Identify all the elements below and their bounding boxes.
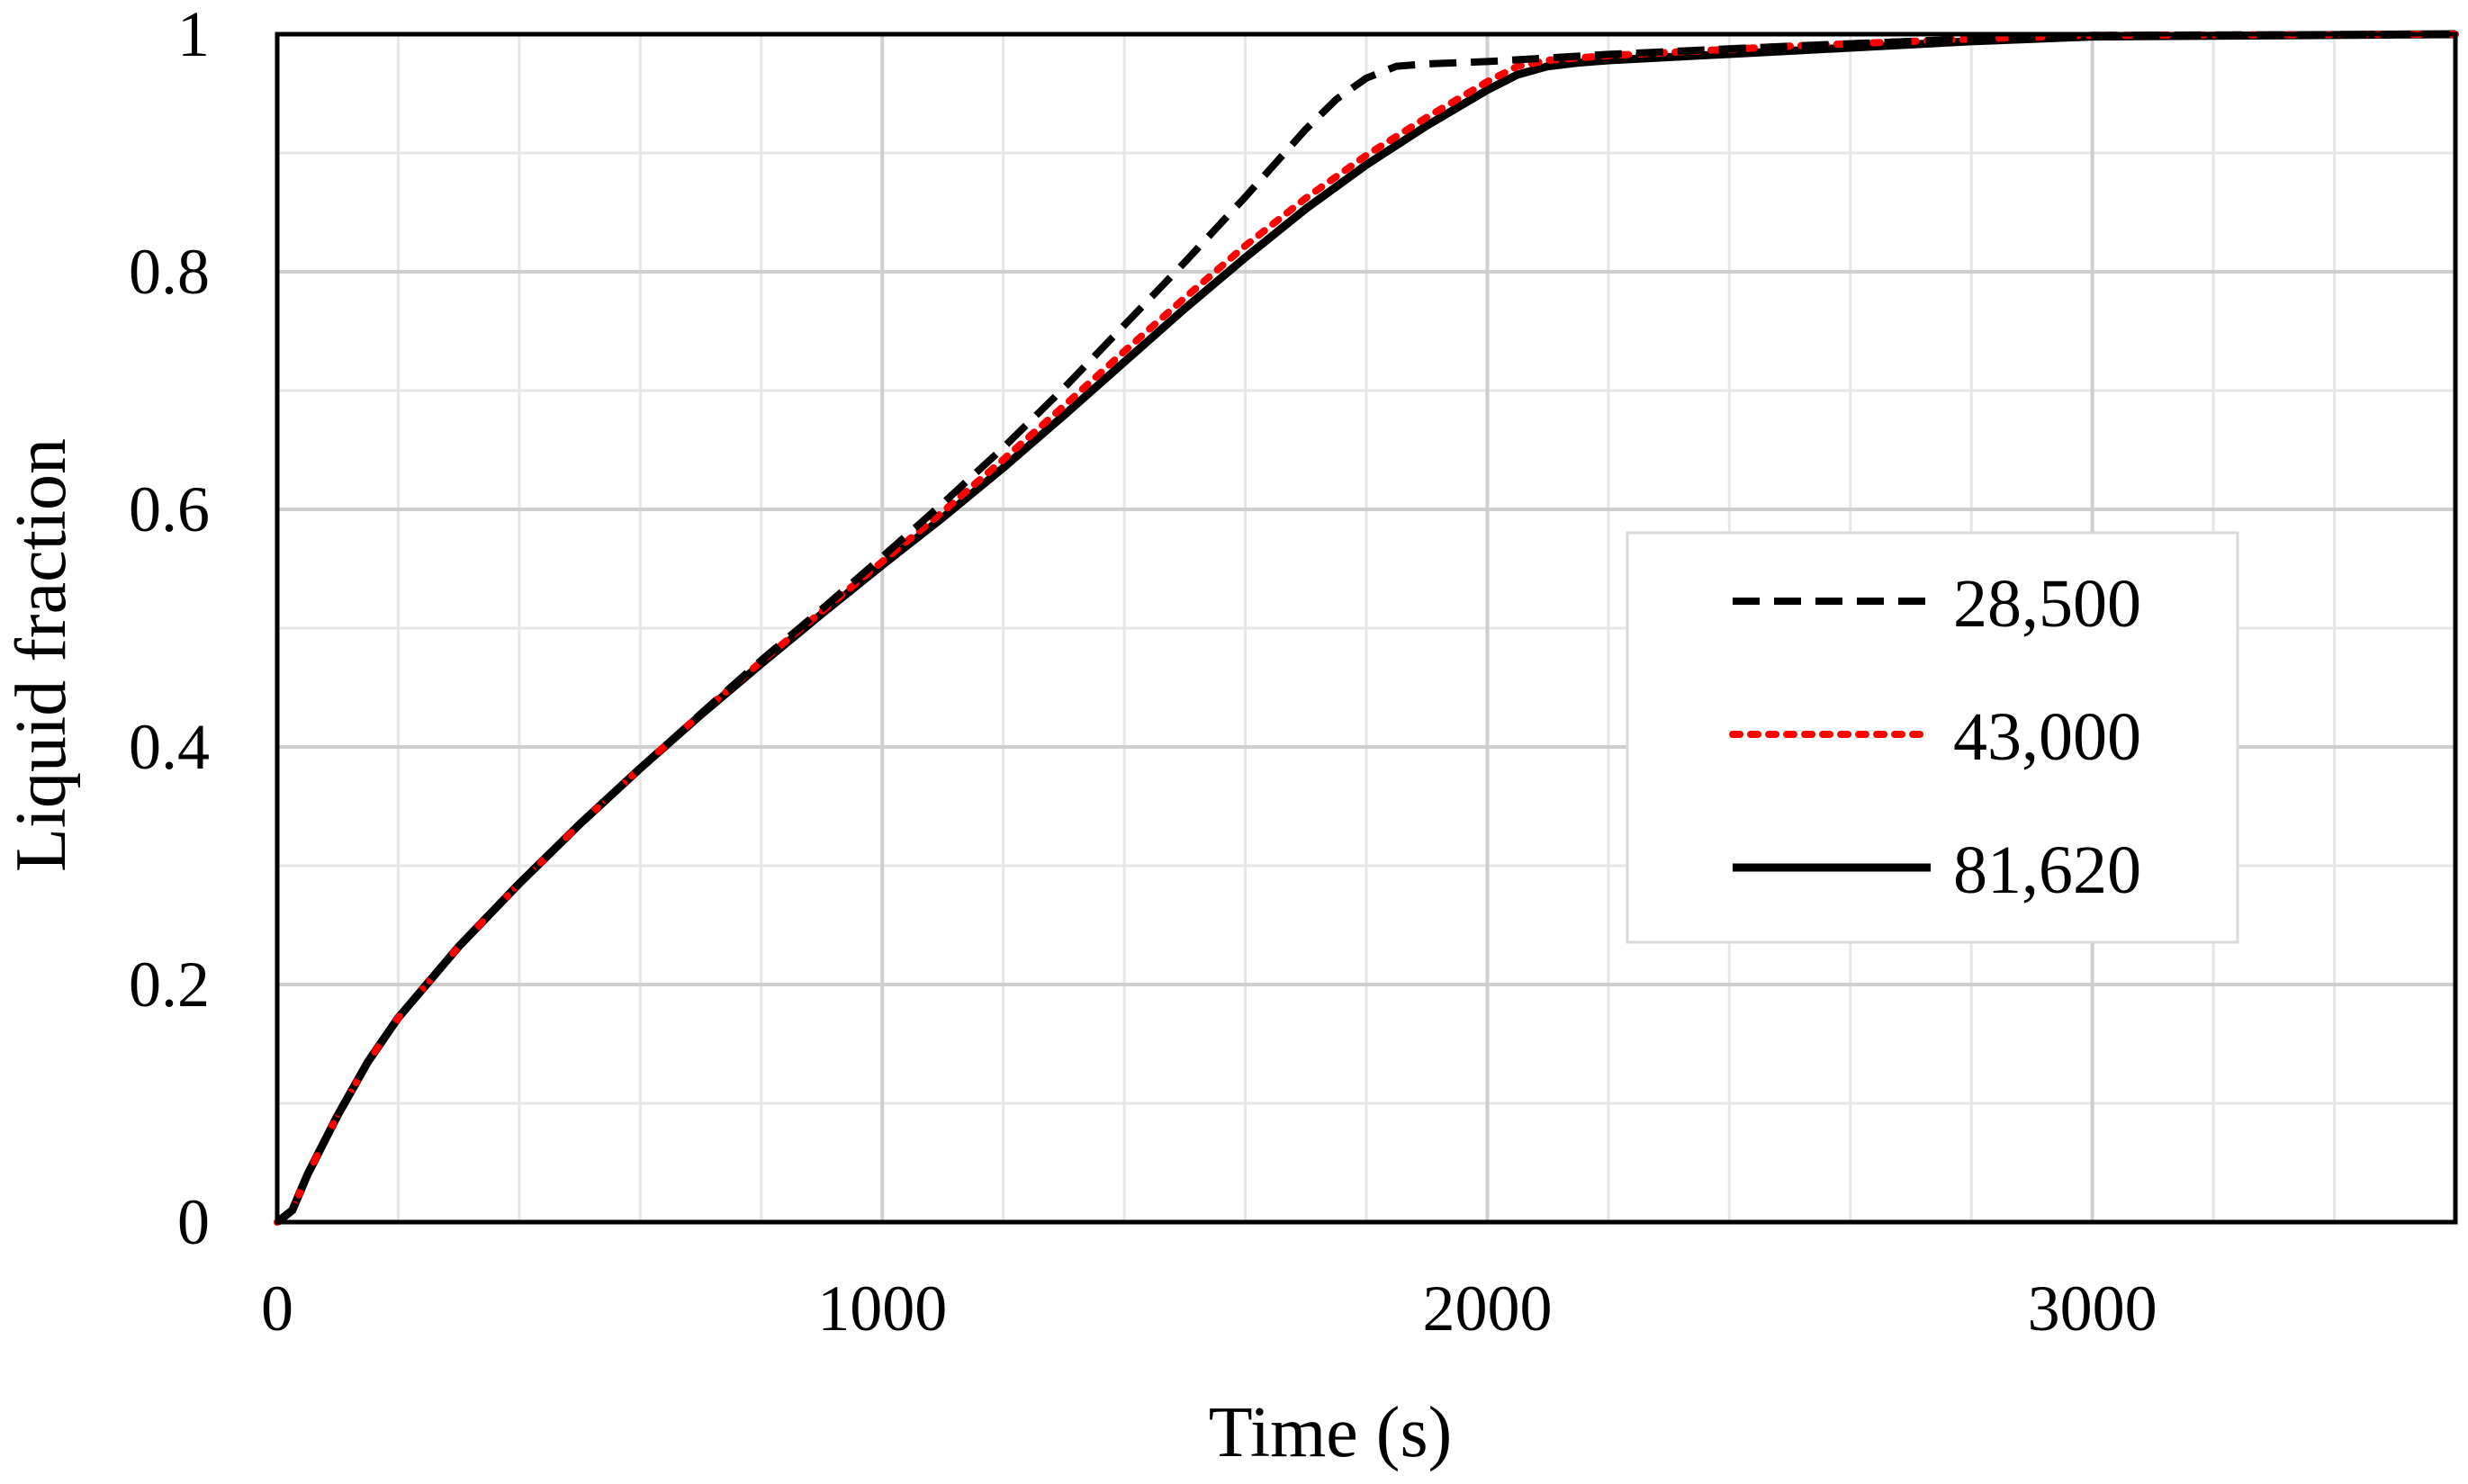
x-tick-label: 2000 xyxy=(1422,1273,1552,1345)
plot-area-frame xyxy=(275,31,2458,1225)
y-tick-label: 0.2 xyxy=(129,949,210,1021)
y-axis-title: Liquid fraction xyxy=(2,438,81,872)
y-tick-label: 0.4 xyxy=(129,711,210,783)
x-axis-tick-labels: 0 1000 2000 3000 xyxy=(261,1273,2157,1345)
legend-label-1: 28,500 xyxy=(1953,566,2141,642)
series-lines xyxy=(274,30,2459,1226)
y-tick-label: 0 xyxy=(177,1186,210,1258)
legend-label-3: 81,620 xyxy=(1953,832,2141,908)
y-tick-label: 1 xyxy=(177,0,210,70)
x-tick-label: 0 xyxy=(261,1273,293,1345)
legend: 28,500 43,000 81,620 xyxy=(1626,531,2239,944)
x-tick-label: 3000 xyxy=(2028,1273,2157,1345)
y-tick-label: 0.8 xyxy=(129,236,210,308)
x-axis-title: Time (s) xyxy=(1209,1393,1452,1472)
series-line-1 xyxy=(275,31,2456,1226)
y-tick-label: 0.6 xyxy=(129,473,210,545)
legend-box xyxy=(1626,531,2239,944)
legend-label-2: 43,000 xyxy=(1953,699,2141,775)
x-tick-label: 1000 xyxy=(817,1273,947,1345)
y-axis-tick-labels: 0 0.2 0.4 0.6 0.8 1 xyxy=(129,0,210,1258)
